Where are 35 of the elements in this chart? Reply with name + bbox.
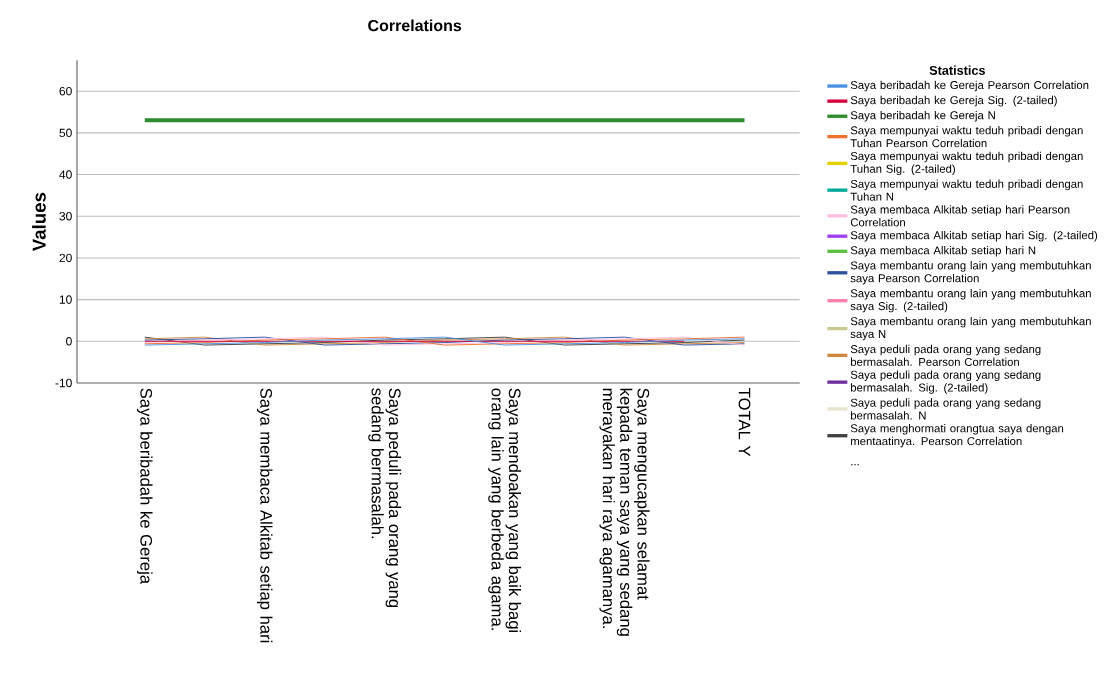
legend-label: Saya beribadah ke Gereja Sig. (2-tailed) <box>850 95 1057 107</box>
y-tick-label: 0 <box>66 337 72 346</box>
legend-label: Saya mempunyai waktu teduh pribadi dengan Tuhan Pearson Correlation <box>850 126 1083 148</box>
legend-label: Saya peduli pada orang yang sedang bermasalah. Sig. (2-tailed) <box>850 370 1041 394</box>
legend-label: Saya mempunyai waktu teduh pribadi dengan Tuhan N <box>850 179 1083 201</box>
legend-label: Saya membantu orang lain yang membutuhkan saya N <box>850 316 1091 341</box>
legend-label: Saya membantu orang lain yang membutuhkan saya Sig. (2-tailed) <box>850 289 1091 313</box>
x-tick-label: TOTAL Y <box>738 388 751 457</box>
x-tick-label: Saya mengucapkan selamat kepada teman saya yang sedang merayakan hari raya agamanya. <box>599 388 650 636</box>
y-tick-label: 30 <box>59 211 72 221</box>
legend-label: Saya peduli pada orang yang sedang bermasalah. Pearson Correlation <box>850 344 1041 366</box>
legend-title: Statistics <box>929 65 985 75</box>
x-tick-label: Saya mendoakan yang baik bagi orang lain yang berbeda agama. <box>488 388 522 633</box>
x-tick-label: Saya peduli pada orang yang sedang bermasalah. <box>368 388 402 608</box>
y-tick-label: 10 <box>59 295 72 304</box>
text: ... <box>851 463 859 466</box>
x-tick-label: Saya beribadah ke Gereja <box>137 388 153 585</box>
legend-label: Saya membaca Alkitab setiap hari Sig. (2-tailed) <box>850 230 1098 242</box>
y-tick-label: 60 <box>59 86 72 96</box>
legend-label: Saya mempunyai waktu teduh pribadi dengan Tuhan Sig. (2-tailed) <box>850 151 1083 176</box>
y-tick-label: 50 <box>59 128 72 138</box>
legend-label: Saya beribadah ke Gereja Pearson Correlation <box>850 80 1089 92</box>
legend-label: Saya membaca Alkitab setiap hari N <box>850 246 1036 257</box>
legend-label: Saya membaca Alkitab setiap hari Pearson Correlation <box>850 205 1070 227</box>
y-axis-title: Values <box>32 192 46 252</box>
x-tick-label: Saya membaca Alkitab setiap hari <box>256 388 273 643</box>
y-tick-label: 20 <box>59 253 72 263</box>
legend-label: Saya menghormati orangtua saya dengan mentaatinya. Pearson Correlation <box>850 424 1064 448</box>
chart-title: Correlations <box>368 19 462 32</box>
legend-label: Saya beribadah ke Gereja N <box>850 110 995 122</box>
legend-label: Saya peduli pada orang yang sedang bermasalah. N <box>850 398 1041 420</box>
legend-label: Saya membantu orang lain yang membutuhkan saya Pearson Correlation <box>850 261 1091 285</box>
line-series <box>144 336 745 346</box>
y-tick-label: -10 <box>55 378 72 388</box>
y-tick-label: 40 <box>59 170 72 179</box>
